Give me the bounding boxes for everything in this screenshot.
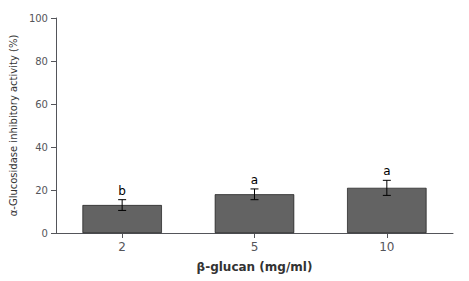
svg-text:β-glucan (mg/ml): β-glucan (mg/ml) [197,260,313,274]
svg-text:0: 0 [42,228,48,239]
svg-text:a: a [383,164,390,178]
svg-text:40: 40 [35,142,48,153]
svg-text:2: 2 [118,240,126,254]
svg-text:5: 5 [251,240,259,254]
svg-text:10: 10 [379,240,394,254]
svg-text:a: a [251,173,258,187]
svg-text:20: 20 [35,185,48,196]
svg-text:60: 60 [35,99,48,110]
svg-text:α-Glucosidase inhibitory activ: α-Glucosidase inhibitory activity (%) [8,35,19,217]
svg-text:80: 80 [35,56,48,67]
svg-text:100: 100 [29,13,48,24]
svg-text:b: b [118,184,126,198]
